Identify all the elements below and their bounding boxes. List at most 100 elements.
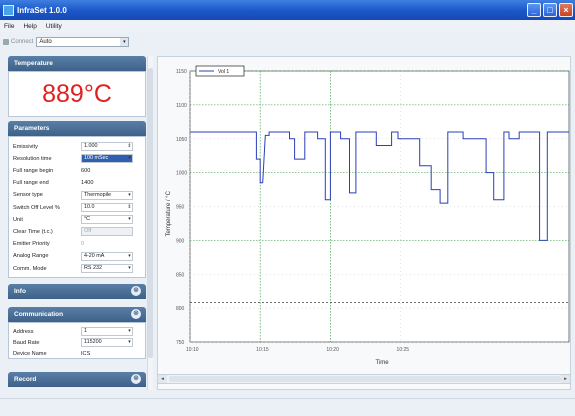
parameters-value[interactable]: 1400 [81, 180, 94, 187]
y-axis-label: Temperature / °C [166, 190, 172, 236]
parameters-label: Clear Time (t.c.) [13, 228, 53, 235]
chevron-down-icon[interactable]: ▾ [128, 191, 131, 198]
legend-box [195, 65, 245, 77]
parameters-value[interactable]: 1.000 [81, 142, 133, 151]
toolbar: Connect Auto ▾ [0, 32, 155, 52]
x-tick-label: 10:10 [186, 347, 199, 353]
communication-row: Device Name ICS [9, 349, 145, 360]
communication-panel-header[interactable]: Communication ⊗ [8, 307, 146, 322]
port-value: Auto [39, 39, 52, 45]
parameters-row: Switch Off Level % 10.0 ⇕ [9, 202, 145, 213]
spinner-icon[interactable]: ⇕ [127, 204, 132, 210]
scrollbar-thumb[interactable] [169, 376, 561, 382]
record-panel-title: Record [14, 376, 37, 383]
y-tick-label: 750 [176, 340, 185, 346]
communication-label: Address [13, 328, 34, 335]
collapse-icon[interactable]: ⊗ [131, 309, 141, 319]
maximize-button[interactable]: □ [543, 3, 557, 17]
x-tick-label: 10:25 [397, 347, 410, 353]
parameters-row: Clear Time (t.c.) Off [9, 226, 145, 237]
parameters-row: Full range end 1400 [9, 178, 145, 189]
communication-label: Baud Rate [13, 339, 40, 346]
parameters-row: Emissivity 1.000 ⇕ [9, 141, 145, 152]
info-panel-header[interactable]: Info ⊗ [8, 284, 146, 299]
expand-icon[interactable]: ⊗ [131, 374, 141, 384]
parameters-panel-header: Parameters [8, 121, 146, 136]
communication-panel-title: Communication [14, 311, 64, 318]
minimize-button[interactable]: _ [527, 3, 541, 17]
communication-row: Address 1 ▾ [9, 326, 145, 337]
chevron-down-icon[interactable]: ▾ [120, 38, 129, 46]
parameters-value[interactable]: Thermopile [81, 190, 133, 200]
parameters-value[interactable]: 100 mSec [81, 154, 133, 164]
chevron-down-icon[interactable]: ▾ [128, 155, 131, 162]
chart-horizontal-scrollbar[interactable]: ◂ ▸ [157, 374, 571, 384]
parameters-label: Sensor type [13, 192, 43, 199]
scroll-left-icon[interactable]: ◂ [158, 375, 167, 383]
parameters-value[interactable]: 600 [81, 167, 91, 174]
parameters-value[interactable]: 4-20 mA [81, 251, 133, 261]
temperature-panel-title: Temperature [14, 60, 53, 67]
app-icon [3, 4, 14, 16]
temperature-chart: 750 800 850 900 950 1000 1050 1100 1150 10:10 10:1… [166, 65, 570, 366]
parameters-row: Emitter Priority 0 [9, 239, 145, 250]
communication-label: Device Name [13, 351, 47, 358]
parameters-row: Resolution time 100 mSec ▾ [9, 153, 145, 164]
parameters-label: Unit [13, 216, 23, 223]
title-bar[interactable]: InfraSet 1.0.0 _ □ × [0, 0, 575, 20]
parameters-value[interactable]: 10.0 [81, 203, 133, 212]
connect-label: Connect [11, 39, 34, 45]
record-panel-header[interactable]: Record ⊗ [8, 372, 146, 387]
temperature-panel-header: Temperature [8, 56, 146, 71]
parameters-value: Off [81, 227, 133, 237]
x-tick-label: 10:20 [326, 347, 339, 353]
left-panel-scrollbar[interactable] [147, 56, 153, 390]
communication-value[interactable]: ICS [81, 351, 91, 358]
legend-label: Vol 1 [218, 69, 229, 75]
y-tick-label: 1100 [176, 103, 187, 109]
left-panel: Temperature 889°C Parameters Emissivity 1… [8, 56, 146, 390]
communication-row: Baud Rate 115200 ▾ [9, 337, 145, 348]
parameters-label: Comm. Mode [13, 265, 47, 272]
port-select[interactable]: Auto ▾ [36, 37, 130, 47]
chevron-down-icon[interactable]: ▾ [128, 265, 131, 271]
chart-panel: 750 800 850 900 950 1000 1050 1100 1150 10:10 10:1… [157, 56, 571, 390]
parameters-row: Comm. Mode RS 232 ▾ [9, 263, 145, 274]
menu-help[interactable]: Help [23, 22, 37, 30]
parameters-label: Emissivity [13, 143, 38, 150]
parameters-value[interactable]: RS 232 [81, 264, 133, 273]
expand-icon[interactable]: ⊗ [131, 286, 141, 296]
scrollbar-thumb[interactable] [148, 68, 153, 358]
chevron-down-icon[interactable]: ▾ [128, 339, 131, 346]
info-panel-title: Info [14, 288, 26, 295]
menu-bar: File Help Utility [0, 20, 575, 32]
parameters-label: Analog Range [13, 253, 49, 260]
x-axis-label: Time [376, 360, 390, 366]
series-line [190, 131, 569, 241]
communication-panel: Address 1 ▾ Baud Rate 115200 ▾ Device Name ICS [8, 322, 146, 359]
parameters-row: Full range begin 600 [9, 165, 145, 176]
parameters-row: Sensor type Thermopile ▾ [9, 190, 145, 201]
menu-file[interactable]: File [4, 22, 15, 30]
parameters-panel: Emissivity 1.000 ⇕ Resolution time 100 mSec ▾… [8, 136, 146, 278]
communication-value[interactable]: 115200 [81, 338, 133, 348]
spinner-icon[interactable]: ⇕ [127, 143, 132, 149]
parameters-value: 0 [81, 241, 85, 248]
y-tick-label: 800 [176, 306, 185, 312]
communication-value[interactable]: 1 [81, 327, 133, 336]
chevron-down-icon[interactable]: ▾ [128, 216, 131, 223]
connect-button[interactable]: Connect [3, 39, 33, 45]
chevron-down-icon[interactable]: ▾ [128, 252, 131, 259]
y-tick-label: 900 [176, 238, 185, 244]
chevron-down-icon[interactable]: ▾ [128, 328, 131, 334]
window-title: InfraSet 1.0.0 [17, 5, 67, 15]
parameters-label: Resolution time [13, 155, 52, 162]
parameters-label: Full range end [13, 180, 49, 187]
menu-utility[interactable]: Utility [45, 22, 62, 30]
parameters-value[interactable]: °C [81, 215, 133, 225]
parameters-row: Unit °C ▾ [9, 214, 145, 225]
close-button[interactable]: × [559, 3, 573, 17]
x-tick-label: 10:15 [256, 347, 269, 353]
scroll-right-icon[interactable]: ▸ [561, 375, 570, 383]
